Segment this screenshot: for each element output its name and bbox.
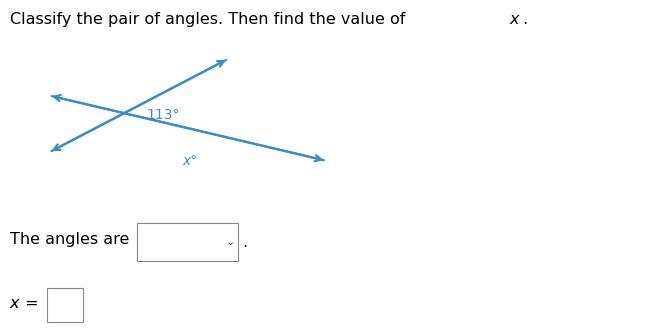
Bar xyxy=(137,223,238,261)
Text: ⌄: ⌄ xyxy=(226,237,235,247)
Text: The angles are: The angles are xyxy=(10,232,129,247)
Text: x°: x° xyxy=(183,154,198,168)
Text: x: x xyxy=(10,296,20,311)
Text: =: = xyxy=(20,296,39,311)
Text: .: . xyxy=(242,234,247,250)
Text: 113°: 113° xyxy=(147,108,180,122)
Text: .: . xyxy=(518,12,528,27)
Bar xyxy=(47,288,83,322)
Text: Classify the pair of angles. Then find the value of: Classify the pair of angles. Then find t… xyxy=(10,12,410,27)
Text: x: x xyxy=(509,12,519,27)
